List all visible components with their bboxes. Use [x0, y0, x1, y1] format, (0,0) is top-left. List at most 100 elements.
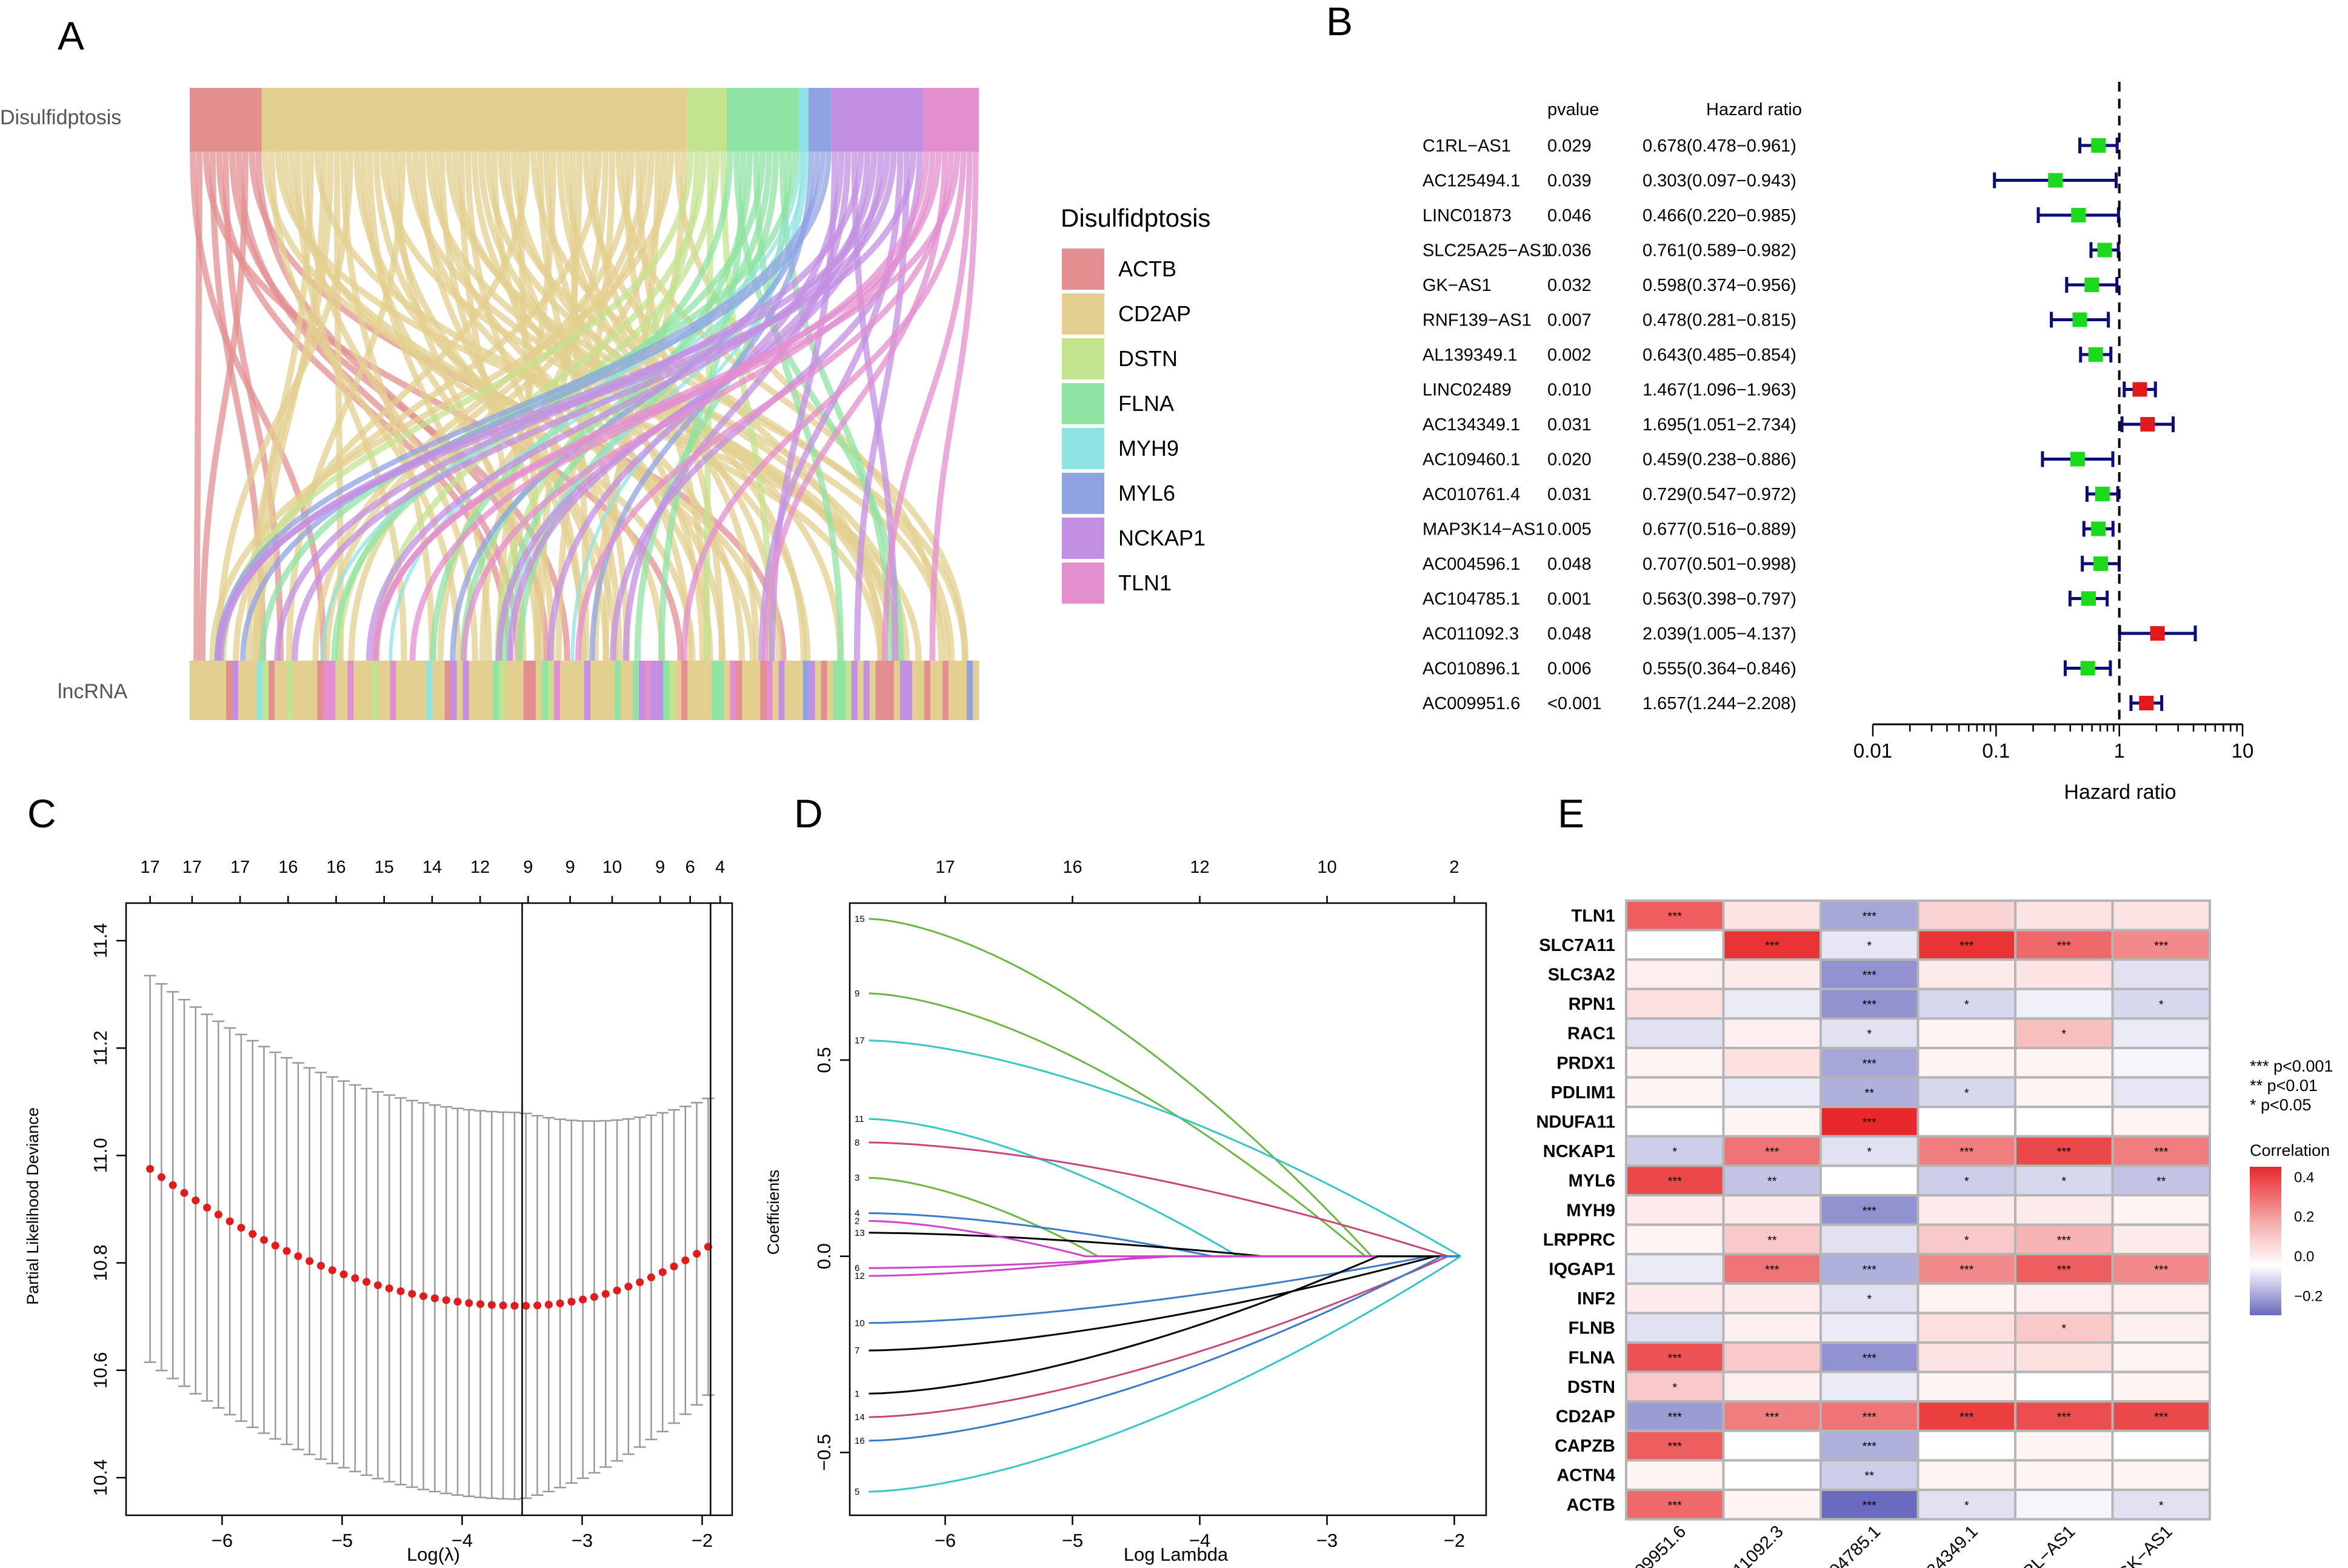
sankey-ribbon-cd2ap: [471, 151, 745, 661]
forest-gene-label: AC009951.6: [1422, 694, 1520, 713]
heatmap-column-label: C1RL−AS1: [2003, 1522, 2079, 1568]
forest-hr-text: 1.467(1.096−1.963): [1643, 381, 1796, 400]
sankey-lncrna-node: [663, 661, 670, 720]
heatmap-star: ***: [1765, 1264, 1779, 1277]
heatmap-star: ***: [1863, 1057, 1877, 1070]
cv-point: [590, 1293, 598, 1301]
sankey-lncrna-node: [462, 661, 470, 720]
heatmap-cell: [2014, 1282, 2114, 1315]
sankey-lncrna-node: [408, 661, 415, 720]
sankey-ribbon-nckap1: [291, 151, 897, 661]
cv-top-tick-label: 17: [182, 858, 202, 877]
heatmap-cell: [1625, 1341, 1725, 1373]
forest-hr-text: 0.459(0.238−0.886): [1643, 450, 1796, 470]
heatmap-star: **: [1864, 1087, 1874, 1100]
forest-point: [2150, 626, 2165, 641]
heatmap-star: *: [1964, 1499, 1969, 1512]
forest-pvalue: 0.036: [1547, 241, 1592, 261]
heatmap-cell: [1625, 1194, 1725, 1226]
cv-axes: −6 −5 −4 −3 −2 10.4 10.6 10.8 11.0 11.2 11.4 17 17 17…: [90, 858, 725, 1551]
forest-hr-text: 0.555(0.364−0.846): [1643, 659, 1796, 679]
cv-point: [316, 1261, 325, 1270]
coef-y-tick-label: 0.0: [813, 1243, 835, 1269]
forest-gene-label: RNF139−AS1: [1422, 311, 1532, 330]
heatmap-row-label: FLNA: [1569, 1348, 1615, 1367]
forest-pvalue: 0.010: [1547, 381, 1592, 400]
forest-pvalue: 0.001: [1547, 590, 1592, 609]
sankey-lncrna-node: [815, 661, 822, 720]
sankey-lncrna-node: [481, 661, 488, 720]
sankey-lncrna-node: [190, 661, 196, 720]
heatmap-cell: [2014, 1017, 2114, 1050]
cv-point: [567, 1298, 576, 1306]
heatmap-cell: [1916, 1282, 2016, 1315]
cv-point: [442, 1296, 450, 1304]
heatmap-row-label: NDUFA11: [1536, 1113, 1615, 1132]
heatmap-cell: [1916, 1312, 2016, 1344]
heatmap-row-label: SLC3A2: [1548, 966, 1615, 985]
sankey-ribbon-nckap1: [758, 151, 904, 661]
heatmap-row-labels: TLN1 SLC7A11 SLC3A2 RPN1 RAC1 PRDX1 PDLIM1 NDUF…: [1536, 906, 1615, 1515]
heatmap-cell: [1819, 1400, 1919, 1432]
coefficient-path-5: [869, 1255, 1461, 1493]
forest-hr-text: 0.598(0.374−0.956): [1643, 276, 1796, 295]
sankey-lncrna-node: [523, 661, 530, 720]
sankey-lncrna-node: [323, 661, 330, 720]
sankey-lncrna-node: [384, 661, 391, 720]
heatmap-cell: [2111, 1106, 2211, 1138]
sankey-lncrna-node: [827, 661, 834, 720]
coefficient-path-16: [869, 1255, 1461, 1442]
sankey-ribbon-actb: [199, 151, 248, 661]
heatmap-cell: [1625, 1223, 1725, 1256]
cv-point: [260, 1236, 268, 1244]
sankey-lncrna-node: [724, 661, 730, 720]
sankey-lncrna-node: [657, 661, 664, 720]
heatmap-cell: [1916, 1047, 2016, 1079]
coefficient-paths: [869, 918, 1461, 1493]
sankey-lncrna-node: [353, 661, 360, 720]
heatmap-cell: [1722, 1194, 1822, 1226]
cv-top-tick-label: 15: [375, 858, 394, 877]
cv-x-tick-label: −2: [692, 1530, 713, 1551]
colorbar-tick-label: 0.0: [2294, 1249, 2314, 1265]
sankey-lncrna-node: [899, 661, 907, 720]
heatmap-cell: [1916, 1370, 2016, 1403]
sankey-lncrna-node: [639, 661, 645, 720]
heatmap-row-label: SLC7A11: [1539, 936, 1615, 955]
heatmap-cell: [2014, 1076, 2114, 1109]
cv-point: [624, 1283, 633, 1291]
heatmap-row-label: INF2: [1577, 1289, 1615, 1309]
sankey-top-myl6: [809, 88, 832, 152]
sankey-lncrna-node: [311, 661, 318, 720]
heatmap-star: ***: [1668, 1440, 1683, 1453]
heatmap-row-label: MYH9: [1566, 1201, 1615, 1220]
sankey-ribbon-myl6: [214, 151, 826, 661]
heatmap-cell: [1625, 1429, 1725, 1462]
heatmap-cell: [2111, 1400, 2211, 1432]
sankey-ribbon-cd2ap: [323, 151, 649, 661]
sankey-lncrna-node: [578, 661, 585, 720]
sankey-lncrna-node: [232, 661, 239, 720]
sankey-ribbon-nckap1: [622, 151, 852, 661]
heatmap-cell: [1722, 1282, 1822, 1315]
sankey-ribbon-cd2ap: [209, 151, 675, 661]
sankey-diagram: Disulfidptosis lncRNA Disulfidptosis ACT…: [0, 88, 1210, 720]
forest-hr-text: 0.563(0.398−0.797): [1643, 590, 1796, 609]
forest-pvalue: 0.039: [1547, 172, 1592, 191]
coef-x-tick-label: −5: [1062, 1530, 1083, 1551]
sankey-lncrna-node: [948, 661, 955, 720]
panel-label-c: C: [27, 791, 56, 836]
legend-swatch-myh9: [1062, 428, 1104, 469]
heatmap-star: ***: [1863, 1352, 1877, 1365]
heatmap-cell: [2014, 1047, 2114, 1079]
cv-point: [453, 1298, 462, 1306]
sankey-lncrna-node: [645, 661, 652, 720]
forest-pvalue: 0.006: [1547, 659, 1592, 679]
coefficient-path-15: [869, 918, 1461, 1258]
heatmap-row-label: ACTB: [1566, 1495, 1615, 1515]
sankey-lncrna-node: [426, 661, 433, 720]
forest-point: [2140, 417, 2155, 432]
heatmap-star: ***: [1863, 998, 1877, 1012]
sankey-lncrna-node: [651, 661, 658, 720]
cv-point: [613, 1286, 621, 1295]
